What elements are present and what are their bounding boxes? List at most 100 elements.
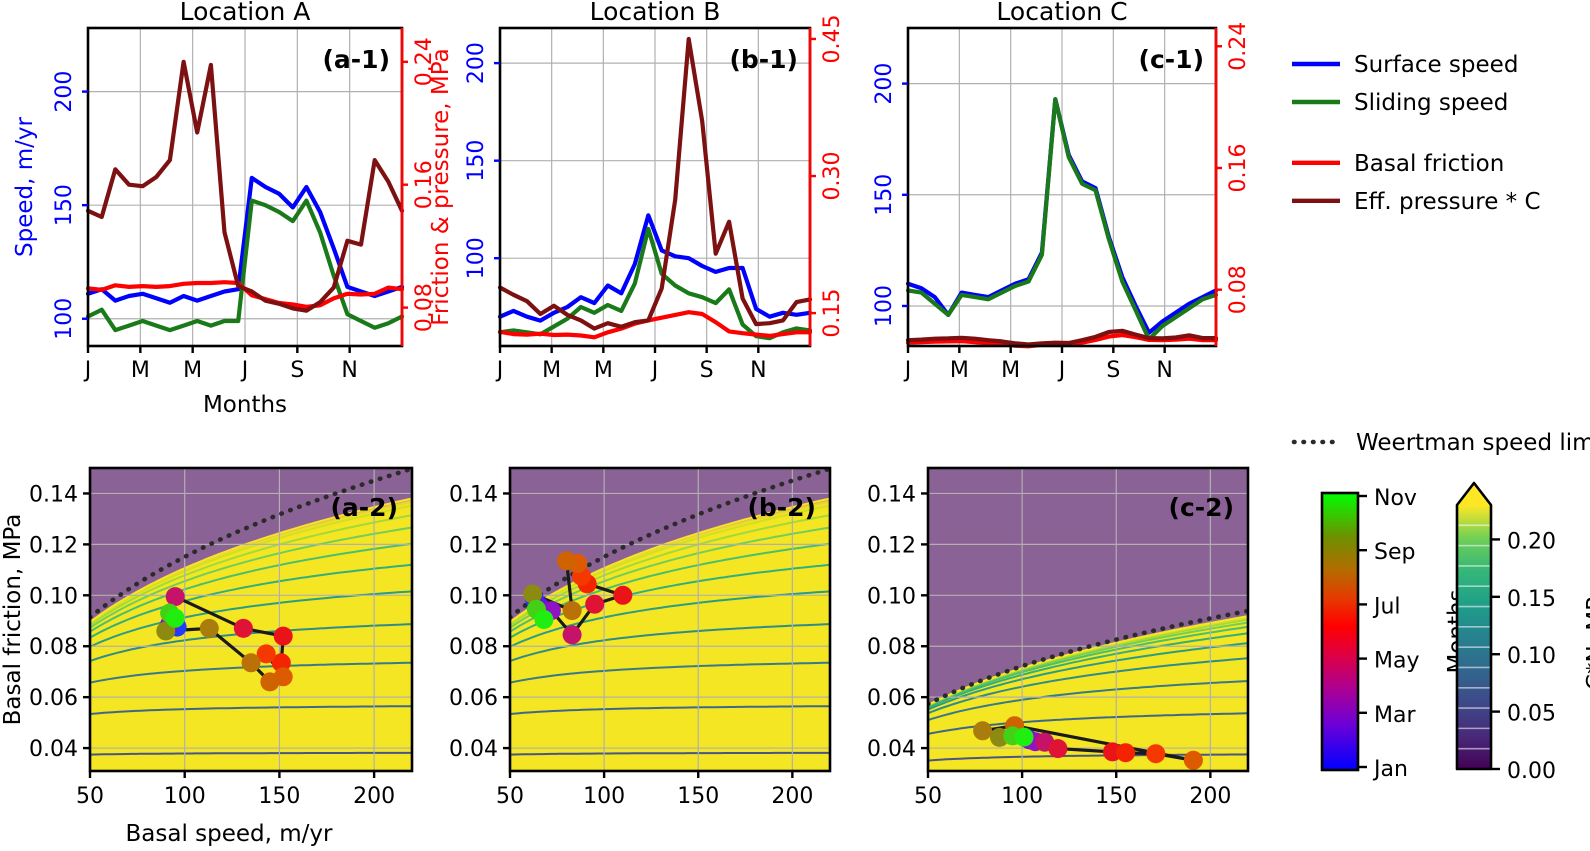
colorbar-months-tick-label: Mar	[1374, 703, 1416, 728]
ytick-label: 0.04	[449, 737, 498, 762]
ytick-label-left: 100	[52, 298, 77, 340]
legend-label: Basal friction	[1354, 151, 1504, 177]
panel-tag: (a-1)	[323, 45, 391, 74]
ytick-label-right: 0.30	[820, 152, 845, 201]
xtick-label: M	[1001, 358, 1020, 383]
contour-line	[90, 563, 412, 639]
contour-line	[90, 705, 412, 715]
contour-line	[90, 526, 412, 629]
bottom-xlabel: Basal speed, m/yr	[126, 821, 334, 847]
series-line-sliding-speed	[905, 97, 1219, 342]
colorbar-months-tick-label: Nov	[1374, 486, 1417, 511]
ytick-label: 0.10	[449, 584, 498, 609]
axes-frame	[926, 466, 1250, 773]
ytick-label: 0.14	[867, 482, 916, 507]
trajectory-point	[1183, 750, 1203, 770]
trajectory-point	[1116, 743, 1136, 763]
series-line-eff-pressure-c	[85, 59, 405, 313]
trajectory-point	[585, 594, 605, 614]
ytick-label-right: 0.24	[412, 37, 437, 86]
colorbar-months[interactable]: JanMarMayJulSepNovMonths	[1320, 486, 1470, 782]
trajectory-point	[557, 551, 576, 571]
top-ylabel-right: Friction & pressure, MPa	[428, 48, 454, 325]
colorbar-cn-tick-label: 0.20	[1507, 529, 1556, 554]
ytick-label-right: 0.24	[1226, 22, 1251, 71]
colorbar-months-tick-label: May	[1374, 649, 1419, 674]
colorbar-cn-title: C*N, MPa	[1583, 584, 1590, 690]
colorbar-cn-gradient	[1457, 505, 1491, 769]
xtick-label: 50	[914, 784, 942, 809]
trajectory-point	[273, 626, 293, 646]
panel-tag: (c-2)	[1169, 493, 1234, 522]
xtick-label: 150	[677, 784, 719, 809]
ytick-label-right: 0.08	[1226, 265, 1251, 314]
xtick-label: 150	[1095, 784, 1137, 809]
panel-tag: (c-1)	[1139, 45, 1204, 74]
contour-field	[510, 468, 830, 771]
panel-b-1: Location B 100 150 200 0.15 0.30 0.45 J M M J S N (b-…	[464, 0, 845, 383]
legend-item: Eff. pressure * C	[1292, 189, 1541, 215]
trajectory-point	[260, 672, 280, 692]
trajectory-point	[233, 618, 253, 638]
weertman-speed-limit-line	[510, 468, 830, 620]
weertman-speed-limit-line	[90, 468, 412, 620]
contour-line	[510, 751, 830, 756]
ytick-label: 0.12	[29, 533, 78, 558]
ytick-label: 0.08	[867, 635, 916, 660]
ytick-label-left: 100	[872, 285, 897, 327]
panel-title: Location A	[180, 0, 311, 26]
legend-item: Surface speed	[1292, 52, 1518, 78]
xtick-label: N	[750, 358, 766, 383]
contour-line	[90, 504, 412, 625]
colorbar-cn-outline	[1455, 481, 1493, 771]
top-xlabel: Months	[203, 392, 287, 418]
xtick-label: N	[1156, 358, 1172, 383]
panel-title: Location C	[996, 0, 1127, 26]
panel-a-2: 50 100 150 200 0.04 0.06 0.08 0.10 0.12 0.14 (a-2)	[29, 466, 414, 809]
colorbar-cn[interactable]: 0.00 0.05 0.10 0.15 0.20 C*N, MPa	[1455, 481, 1590, 784]
xtick-label: J	[495, 358, 504, 383]
xtick-label: J	[240, 358, 249, 383]
weertman-legend-label: Weertman speed limit	[1356, 430, 1590, 456]
xtick-label: 50	[496, 784, 524, 809]
ytick-label: 0.04	[29, 737, 78, 762]
legend-label: Sliding speed	[1354, 90, 1508, 116]
trajectory-point	[241, 653, 261, 673]
panel-title: Location B	[590, 0, 721, 26]
contour-line	[928, 625, 1248, 708]
trajectory-point	[1014, 727, 1034, 747]
contour-line	[510, 661, 830, 684]
trajectory-point	[1146, 744, 1166, 764]
ytick-label-left: 200	[52, 71, 77, 113]
xtick-label: M	[950, 358, 969, 383]
trajectory-point	[562, 625, 582, 645]
colorbar-months-tick-label: Jan	[1372, 757, 1408, 782]
panel-c-2: 50 100 150 200 0.04 0.06 0.08 0.10 0.12 0.14 (c-2)	[867, 466, 1250, 809]
ytick-label-left: 150	[872, 174, 897, 216]
legend-item: Basal friction	[1292, 151, 1504, 177]
xtick-label: M	[183, 358, 202, 383]
xtick-label: 50	[76, 784, 104, 809]
contour-line	[510, 542, 830, 633]
weertman-legend-item: Weertman speed limit	[1291, 430, 1590, 456]
xtick-label: S	[700, 358, 714, 383]
ytick-label-right: 0.15	[820, 289, 845, 338]
xtick-label: S	[1106, 358, 1120, 383]
contour-line	[510, 514, 830, 626]
colorbar-cn-extend-arrow	[1457, 483, 1491, 505]
ytick-label-left: 200	[872, 63, 897, 105]
xtick-label: 200	[353, 784, 395, 809]
colorbar-cn-tick-label: 0.00	[1507, 759, 1556, 784]
colorbar-cn-tick-label: 0.05	[1507, 702, 1556, 727]
trajectory-point	[1048, 739, 1068, 759]
ytick-label: 0.10	[29, 584, 78, 609]
trajectory-point	[973, 721, 993, 741]
ytick-label: 0.04	[867, 737, 916, 762]
colorbar-cn-tick-label: 0.10	[1507, 644, 1556, 669]
contour-line	[90, 497, 412, 623]
trajectory-point	[534, 610, 554, 629]
panel-b-2: 50 100 150 200 0.04 0.06 0.08 0.10 0.12 0.14 (b-2)	[449, 466, 832, 809]
series-line-eff-pressure-c	[905, 328, 1219, 347]
